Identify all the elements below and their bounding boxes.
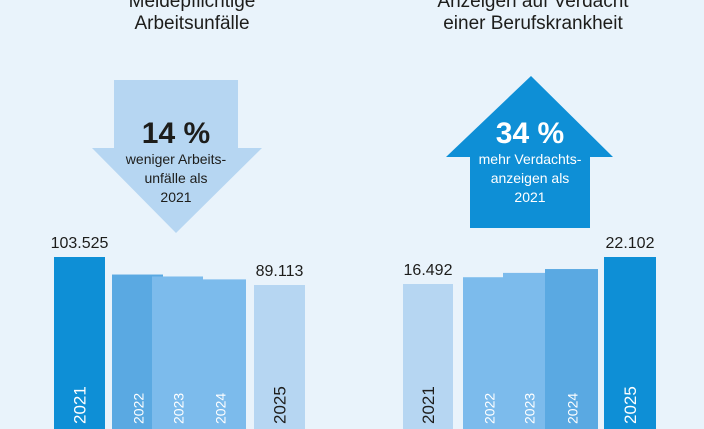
right-title-line-2: einer Berufskrankheit [443,13,623,34]
up-arrow-text: 34 % mehr Verdachts- anzeigen als 2021 [466,118,594,207]
year-label-2022: 2022 [131,393,147,424]
year-label-2024: 2024 [213,393,229,424]
down-arrow-percent: 14 % [141,117,211,150]
bar-left-2024 [193,279,246,429]
down-arrow-line-1: weniger Arbeits- [125,151,227,167]
left-bars-group: 2021 103.525 2022 2023 2024 2025 89.113 [51,235,305,429]
year-label-2024: 2024 [565,393,581,424]
year-label-2023: 2023 [171,393,187,424]
year-label-2023: 2023 [522,393,538,424]
right-chart-title: Anzeigen auf Verdacht einer Berufskrankh… [383,0,683,35]
year-label-2025: 2025 [271,386,290,424]
year-label-2022: 2022 [482,393,498,424]
value-label-2025: 89.113 [256,263,304,280]
bar-left-2025 [254,285,305,429]
value-label-2025: 22.102 [606,235,655,252]
year-label-2021: 2021 [71,386,90,424]
year-label-2025: 2025 [621,386,640,424]
bar-right-2024 [545,269,598,429]
down-arrow-line-3: 2021 [160,189,192,205]
value-label-2021: 103.525 [51,235,109,252]
left-chart-title: Meldepflichtige Arbeitsunfälle [42,0,342,35]
right-title-line-1: Anzeigen auf Verdacht [437,0,629,12]
down-arrow-shape [92,80,262,233]
up-arrow-percent: 34 % [495,117,565,150]
up-arrow-line-1: mehr Verdachts- [478,151,582,167]
down-arrow-text: 14 % weniger Arbeits- unfälle als 2021 [112,118,240,207]
bar-left-2021 [54,257,105,429]
up-arrow-line-3: 2021 [514,189,546,205]
up-arrow-shape [446,76,613,228]
down-arrow-line-2: unfälle als [144,170,208,186]
year-label-2021: 2021 [419,386,438,424]
bar-right-2025 [604,257,656,429]
up-arrow-line-2: anzeigen als [490,170,570,186]
left-title-line-2: Arbeitsunfälle [134,13,250,34]
right-bars-group: 2021 16.492 2022 2023 2024 2025 22.102 [403,235,656,429]
value-label-2021: 16.492 [404,262,453,279]
left-title-line-1: Meldepflichtige [128,0,256,12]
bar-right-2021 [403,284,453,429]
